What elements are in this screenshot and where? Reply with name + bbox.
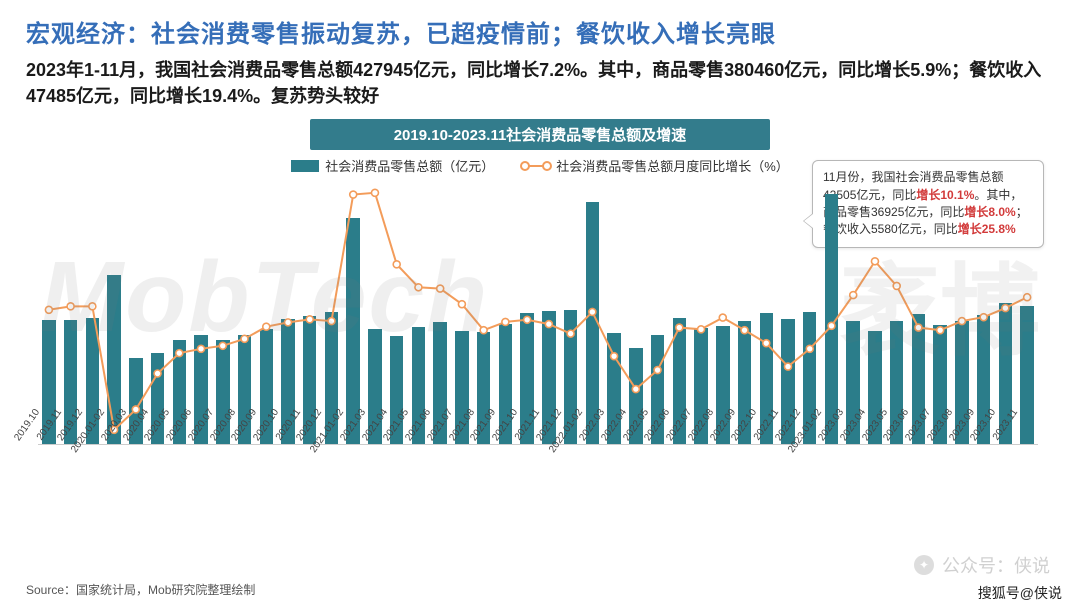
wechat-icon: ✦ bbox=[914, 555, 934, 575]
line-marker bbox=[1024, 294, 1031, 301]
line-marker bbox=[458, 301, 465, 308]
watermark-footer: ✦ 公众号：侠说 bbox=[914, 552, 1050, 578]
source-label: Source：国家统计局，Mob研究院整理绘制 bbox=[26, 581, 255, 598]
line-marker bbox=[871, 258, 878, 265]
legend-bar-label: 社会消费品零售总额（亿元） bbox=[325, 156, 494, 175]
line-marker bbox=[567, 330, 574, 337]
line-marker bbox=[502, 319, 509, 326]
combo-chart: 2019.102019.112019.122020.01-022020.0320… bbox=[26, 179, 1054, 509]
line-marker bbox=[219, 342, 226, 349]
line-marker bbox=[198, 345, 205, 352]
line-marker bbox=[980, 314, 987, 321]
line-marker bbox=[437, 285, 444, 292]
watermark-footer-text: 公众号：侠说 bbox=[942, 552, 1050, 578]
line-marker bbox=[589, 309, 596, 316]
line-marker bbox=[719, 314, 726, 321]
legend-line-item: 社会消费品零售总额月度同比增长（%） bbox=[522, 156, 789, 175]
line-marker bbox=[654, 367, 661, 374]
line-marker bbox=[698, 326, 705, 333]
line-marker bbox=[958, 318, 965, 325]
line-marker bbox=[371, 189, 378, 196]
line-marker bbox=[828, 323, 835, 330]
line-marker bbox=[393, 261, 400, 268]
line-marker bbox=[306, 316, 313, 323]
page-title: 宏观经济：社会消费零售振动复苏，已超疫情前；餐饮收入增长亮眼 bbox=[26, 14, 1054, 49]
line-marker bbox=[611, 353, 618, 360]
line-marker bbox=[263, 323, 270, 330]
chart-x-labels: 2019.102019.112019.122020.01-022020.0320… bbox=[38, 449, 1038, 505]
line-marker bbox=[415, 284, 422, 291]
line-marker bbox=[915, 324, 922, 331]
page-subtitle: 2023年1-11月，我国社会消费品零售总额427945亿元，同比增长7.2%。… bbox=[26, 57, 1054, 109]
line-marker bbox=[45, 306, 52, 313]
line-marker bbox=[632, 386, 639, 393]
attribution-label: 搜狐号@侠说 bbox=[974, 582, 1066, 604]
line-marker bbox=[741, 327, 748, 334]
line-marker bbox=[937, 327, 944, 334]
line-marker bbox=[676, 324, 683, 331]
line-marker bbox=[328, 318, 335, 325]
chart-line-layer bbox=[38, 185, 1038, 445]
line-marker bbox=[806, 345, 813, 352]
growth-line bbox=[49, 193, 1027, 430]
line-marker bbox=[545, 321, 552, 328]
line-marker bbox=[350, 191, 357, 198]
line-marker bbox=[241, 336, 248, 343]
line-marker bbox=[785, 363, 792, 370]
line-marker bbox=[763, 340, 770, 347]
chart-title-bar: 2019.10-2023.11社会消费品零售总额及增速 bbox=[310, 119, 770, 150]
line-swatch-icon bbox=[522, 165, 550, 167]
line-marker bbox=[524, 316, 531, 323]
line-marker bbox=[285, 319, 292, 326]
legend-bar-item: 社会消费品零售总额（亿元） bbox=[291, 156, 494, 175]
line-marker bbox=[89, 303, 96, 310]
line-marker bbox=[850, 292, 857, 299]
legend-line-label: 社会消费品零售总额月度同比增长（%） bbox=[556, 156, 789, 175]
line-marker bbox=[176, 350, 183, 357]
line-marker bbox=[67, 303, 74, 310]
line-marker bbox=[1002, 305, 1009, 312]
line-marker bbox=[893, 283, 900, 290]
bar-swatch-icon bbox=[291, 160, 319, 172]
line-marker bbox=[154, 370, 161, 377]
line-marker bbox=[480, 327, 487, 334]
